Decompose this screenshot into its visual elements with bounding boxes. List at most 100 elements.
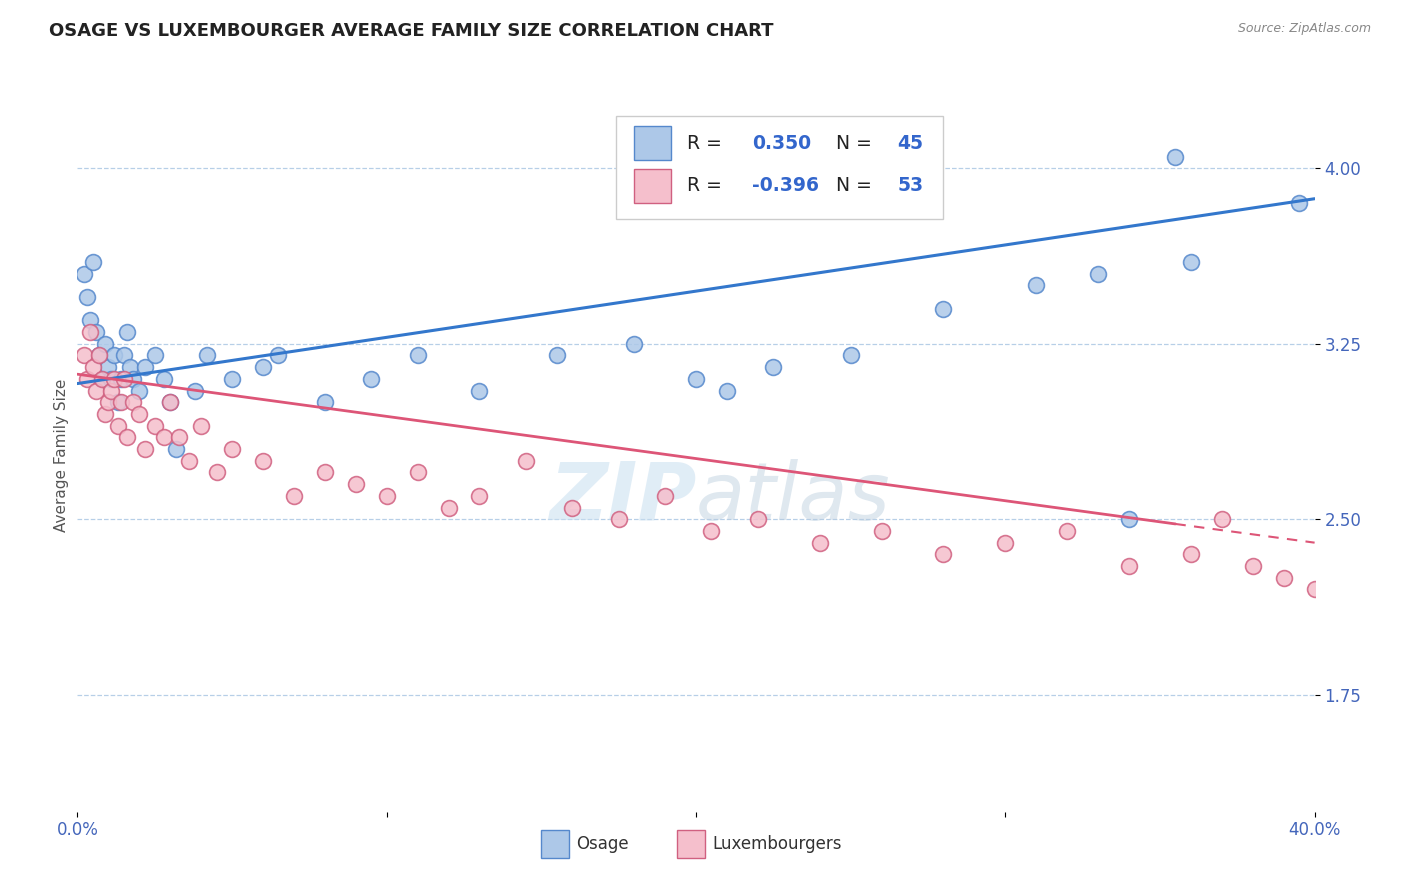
Point — [932, 547, 955, 561]
Point — [103, 372, 125, 386]
Point — [1087, 267, 1109, 281]
Point — [190, 418, 212, 433]
Text: -0.396: -0.396 — [752, 177, 818, 195]
Point — [79, 313, 101, 327]
Point — [72, 267, 94, 281]
Point — [84, 325, 107, 339]
Point — [607, 512, 630, 526]
Point — [870, 524, 893, 538]
Point — [87, 349, 110, 363]
Point — [700, 524, 723, 538]
Point — [134, 442, 156, 456]
Bar — [541, 830, 568, 858]
Point — [97, 395, 120, 409]
Point — [76, 372, 98, 386]
Point — [561, 500, 583, 515]
Point — [1303, 582, 1326, 597]
Point — [128, 384, 150, 398]
Point — [1211, 512, 1233, 526]
Point — [72, 349, 94, 363]
Point — [1025, 278, 1047, 293]
Point — [118, 360, 141, 375]
Point — [122, 372, 145, 386]
Text: OSAGE VS LUXEMBOURGER AVERAGE FAMILY SIZE CORRELATION CHART: OSAGE VS LUXEMBOURGER AVERAGE FAMILY SIZ… — [49, 22, 773, 40]
Point — [468, 384, 491, 398]
Point — [134, 360, 156, 375]
Point — [375, 489, 398, 503]
Point — [82, 360, 104, 375]
Point — [406, 466, 429, 480]
Point — [344, 477, 367, 491]
Point — [1180, 547, 1202, 561]
Point — [252, 360, 274, 375]
Point — [143, 418, 166, 433]
Point — [143, 349, 166, 363]
Point — [100, 372, 122, 386]
Point — [79, 325, 101, 339]
Point — [747, 512, 769, 526]
Text: Luxembourgers: Luxembourgers — [711, 835, 842, 853]
Point — [107, 395, 129, 409]
Point — [252, 454, 274, 468]
Text: R =: R = — [688, 134, 728, 153]
Point — [314, 466, 336, 480]
Point — [112, 349, 135, 363]
Point — [1164, 150, 1187, 164]
Point — [654, 489, 676, 503]
Point — [100, 384, 122, 398]
Text: Source: ZipAtlas.com: Source: ZipAtlas.com — [1237, 22, 1371, 36]
Point — [623, 336, 645, 351]
Point — [184, 384, 207, 398]
Point — [128, 407, 150, 421]
Point — [221, 372, 243, 386]
Point — [84, 384, 107, 398]
Point — [314, 395, 336, 409]
Point — [122, 395, 145, 409]
Point — [169, 430, 191, 444]
Point — [716, 384, 738, 398]
Point — [107, 418, 129, 433]
Point — [82, 255, 104, 269]
Point — [360, 372, 382, 386]
Text: 53: 53 — [897, 177, 924, 195]
Point — [808, 535, 831, 549]
Point — [994, 535, 1017, 549]
Point — [1180, 255, 1202, 269]
Point — [159, 395, 181, 409]
Text: 45: 45 — [897, 134, 924, 153]
Point — [165, 442, 187, 456]
Point — [159, 395, 181, 409]
Point — [112, 372, 135, 386]
Point — [195, 349, 218, 363]
Point — [685, 372, 707, 386]
Point — [1118, 559, 1140, 574]
Text: atlas: atlas — [696, 458, 891, 537]
Point — [177, 454, 200, 468]
Point — [115, 430, 138, 444]
Text: Osage: Osage — [576, 835, 628, 853]
FancyBboxPatch shape — [616, 116, 943, 219]
Point — [91, 372, 114, 386]
Point — [1288, 196, 1310, 211]
Point — [94, 336, 117, 351]
Point — [1365, 606, 1388, 620]
Point — [1334, 640, 1357, 655]
Point — [267, 349, 290, 363]
Point — [515, 454, 537, 468]
Bar — [634, 169, 671, 203]
Point — [762, 360, 785, 375]
Point — [103, 349, 125, 363]
Point — [153, 372, 176, 386]
Y-axis label: Average Family Size: Average Family Size — [53, 378, 69, 532]
Point — [406, 349, 429, 363]
Point — [1118, 512, 1140, 526]
Bar — [634, 126, 671, 161]
Point — [468, 489, 491, 503]
Point — [205, 466, 228, 480]
Point — [97, 360, 120, 375]
Text: 0.350: 0.350 — [752, 134, 811, 153]
Text: ZIP: ZIP — [548, 458, 696, 537]
Point — [153, 430, 176, 444]
Point — [839, 349, 862, 363]
Point — [91, 372, 114, 386]
